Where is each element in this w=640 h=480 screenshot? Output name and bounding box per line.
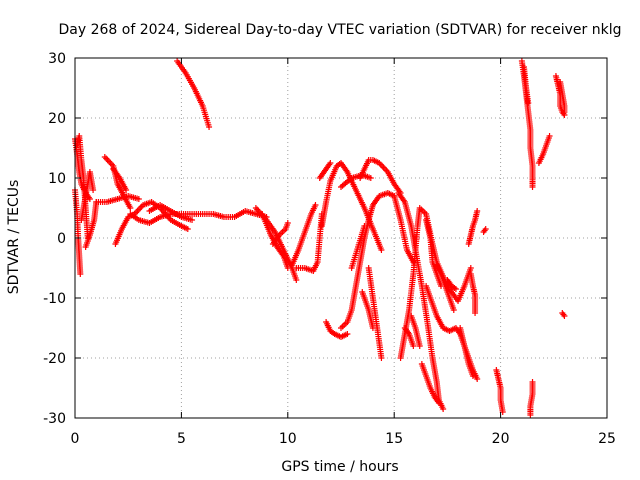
data-point [293,277,300,283]
data-point [206,124,213,130]
data-point [529,184,536,190]
data-point [450,307,457,313]
data-point [77,271,84,277]
data-series-t03 [72,187,84,277]
grid-lines [75,58,607,418]
data-point [435,400,442,406]
data-point [367,175,374,181]
data-points [72,58,568,418]
data-series-t39 [467,271,479,316]
data-series-t25 [348,223,368,271]
data-point [378,247,385,253]
data-series-t36 [457,325,476,379]
x-tick-label: 25 [598,431,616,447]
data-series-t45 [535,133,553,166]
data-series-t28 [401,325,417,349]
data-series-t01 [174,58,213,130]
data-series-t29 [395,190,447,412]
data-point [123,187,130,193]
data-point [327,160,334,166]
y-tick-label: -10 [43,291,66,307]
data-series-t05 [78,169,97,223]
data-series-t24 [365,265,385,361]
data-point [135,196,142,202]
data-series-t30 [391,193,417,265]
data-series-t19 [316,160,334,181]
data-point [469,373,476,379]
data-series-t40 [480,226,489,235]
data-series-t14 [259,211,291,271]
x-tick-label: 15 [385,431,403,447]
data-series-t44 [527,379,536,418]
x-tick-label: 5 [177,431,186,447]
data-series-t43 [521,64,532,106]
data-point [284,265,291,271]
y-tick-label: 30 [48,51,66,67]
data-point [284,220,291,226]
axis-ticks: 0 5 10 15 20 25 -30 -20 -10 0 10 20 30 [43,51,616,447]
x-tick-label: 20 [492,431,510,447]
data-point [472,310,479,316]
data-point [184,226,191,232]
y-tick-label: -30 [43,411,66,427]
data-series-t26 [359,289,376,331]
y-tick-label: -20 [43,351,66,367]
data-series-t15 [269,220,291,247]
data-point [378,355,385,361]
data-point [416,343,423,349]
data-series-t48 [559,310,568,319]
data-series-t38 [465,208,481,247]
data-series-t23 [357,157,404,196]
data-point [527,412,534,418]
data-point [90,187,97,193]
y-axis-label: SDTVAR / TECUs [6,180,22,295]
chart-title: Day 268 of 2024, Sidereal Day-to-day VTE… [59,22,622,38]
data-series-t06 [82,199,100,250]
y-tick-label: 20 [48,111,66,127]
data-point [440,406,447,412]
data-point [474,208,481,214]
x-tick-label: 0 [71,431,80,447]
data-point [361,223,368,229]
data-series-t33 [423,217,445,289]
data-point [189,217,196,223]
data-series-t18 [318,160,385,253]
y-tick-label: 10 [48,171,66,187]
x-tick-label: 10 [279,431,297,447]
data-series-t32 [418,361,442,406]
data-series-t16 [289,202,319,268]
y-tick-label: 0 [57,231,66,247]
data-point [525,100,532,106]
data-point [452,286,459,292]
data-series-t20 [323,319,351,340]
data-point [410,343,417,349]
data-series-t08 [101,154,134,211]
data-point [410,259,417,265]
data-point [561,109,568,115]
data-series-t12 [146,202,196,223]
data-series-t31 [408,313,423,349]
data-point [546,133,553,139]
data-series-t34 [433,262,457,313]
data-point [561,313,568,319]
data-series-t07 [93,193,142,205]
x-axis-label: GPS time / hours [281,459,398,475]
data-point [369,325,376,331]
data-point [482,226,489,232]
data-series-t09 [110,166,130,193]
data-series-t37 [444,277,459,292]
data-point [474,376,481,382]
data-series-t41 [493,367,506,415]
data-series-t47 [557,79,568,115]
data-series-t04 [74,133,91,241]
data-point [467,265,474,271]
data-point [312,202,319,208]
data-point [127,205,134,211]
data-point [344,331,351,337]
